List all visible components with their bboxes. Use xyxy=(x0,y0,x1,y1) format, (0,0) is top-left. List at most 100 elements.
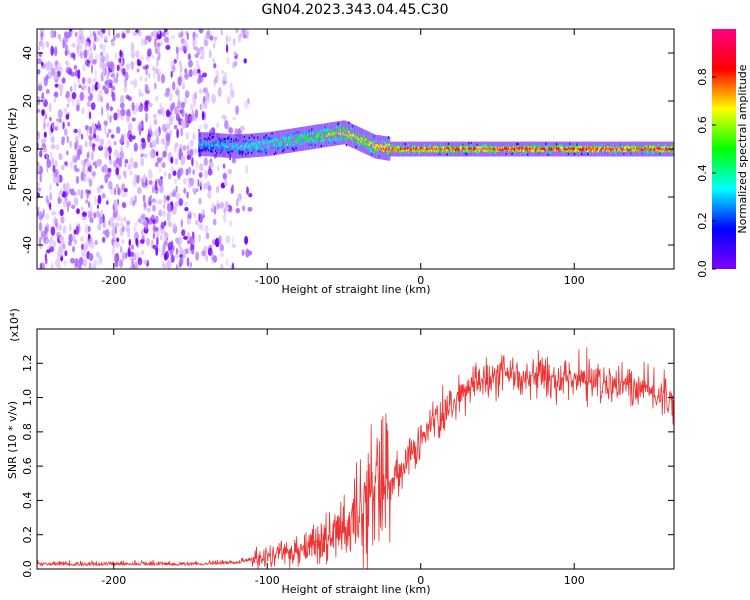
spectrogram-ridge-cell xyxy=(542,150,544,153)
spectrogram-noise-blob xyxy=(159,235,163,241)
spectrogram-noise-blob xyxy=(45,41,50,48)
spectrogram-noise-blob xyxy=(178,60,182,68)
spectrogram-noise-blob xyxy=(191,109,194,118)
spectrogram-ridge-cell xyxy=(389,148,391,151)
spectrogram-noise-blob xyxy=(220,263,224,269)
spectrogram-noise-blob xyxy=(145,180,148,186)
spectrogram-noise-blob xyxy=(55,144,60,151)
spectrogram-ridge-cell xyxy=(657,151,660,154)
spectrogram-ridge-cell xyxy=(607,146,609,149)
spectrogram-ridge-cell xyxy=(365,138,367,141)
spectrogram-ridge-cell xyxy=(566,146,568,149)
spectrogram-ridge-cell xyxy=(300,134,302,137)
spectrogram-ridge-halo xyxy=(260,132,262,157)
spectrogram-noise-blob xyxy=(194,46,198,51)
spectrogram-ridge-halo xyxy=(270,131,272,156)
spectrogram-ridge-cell xyxy=(581,152,583,155)
spectrogram-ridge-cell xyxy=(655,146,657,149)
spectrogram-noise-blob xyxy=(107,71,110,77)
spectrogram-noise-blob xyxy=(189,103,194,110)
spectrogram-noise-blob xyxy=(236,198,239,207)
spectrogram-noise-blob xyxy=(174,158,179,165)
spectrogram-noise-blob xyxy=(79,91,85,101)
spectrogram-ridge-cell xyxy=(373,140,375,143)
spectrogram-noise-blob xyxy=(176,52,179,61)
spectrogram-ridge-cell xyxy=(422,147,424,150)
spectrogram-ridge-cell xyxy=(200,143,202,146)
spectrogram-ridge-halo xyxy=(387,136,390,161)
spectrogram-ridge-cell xyxy=(377,148,379,151)
spectrogram-noise-blob xyxy=(140,229,144,236)
spectrogram-noise-blob xyxy=(86,101,91,108)
spectrogram-noise-blob xyxy=(131,196,135,202)
spectrogram-ridge-cell xyxy=(225,145,228,148)
spectrogram-ridge-cell xyxy=(471,150,474,153)
spectrogram-noise-blob xyxy=(205,92,208,102)
spectrogram-noise-blob xyxy=(60,235,64,241)
spectrogram-ridge-cell xyxy=(293,148,295,151)
spectrogram-noise-blob xyxy=(147,133,151,143)
spectrogram-ridge-cell xyxy=(336,130,338,133)
spectrogram-noise-blob xyxy=(71,92,77,100)
spectrogram-ridge-halo xyxy=(369,132,372,157)
spectrogram-ridge-cell xyxy=(419,148,421,151)
spectrogram-ridge-cell xyxy=(606,146,608,149)
spectrogram-ridge-cell xyxy=(529,145,531,148)
spectrogram-ridge-cell xyxy=(403,149,405,152)
spectrogram-noise-blob xyxy=(164,240,168,246)
spectrogram-ridge-cell xyxy=(263,136,265,139)
spectrogram-ridge-cell xyxy=(389,142,391,145)
spectrogram-ridge-cell xyxy=(215,149,217,152)
spectrogram-noise-blob xyxy=(153,114,156,119)
spectrogram-noise-blob xyxy=(117,174,122,180)
spectrogram-noise-blob xyxy=(94,240,98,246)
spectrogram-noise-blob xyxy=(184,120,187,127)
spectrogram-ridge-cell xyxy=(270,137,272,140)
spectrogram-noise-blob xyxy=(203,123,209,130)
spectrogram-noise-blob xyxy=(197,179,200,187)
spectrogram-ridge-cell xyxy=(426,147,428,150)
spectrogram-ridge-cell xyxy=(561,146,564,149)
spectrogram-ridge-cell xyxy=(465,153,468,156)
spectrogram-ridge-cell xyxy=(309,138,312,141)
spectrogram-ridge-cell xyxy=(471,145,474,148)
spectrogram-ridge-cell xyxy=(667,147,669,150)
spectrogram-ridge-cell xyxy=(593,149,595,152)
spectrogram-ridge-cell xyxy=(411,150,414,153)
spectrogram-ridge-cell xyxy=(273,144,276,147)
spectrogram-noise-blob xyxy=(176,128,179,139)
spectrogram-ridge-cell xyxy=(425,147,427,150)
spectrogram-noise-blob xyxy=(233,51,237,56)
spectrogram-ridge-cell xyxy=(492,148,494,151)
spectrogram-ridge-cell xyxy=(264,148,266,151)
spectrogram-ridge-cell xyxy=(612,147,614,151)
spectrogram-ridge-cell xyxy=(576,143,578,146)
spectrogram-ridge-cell xyxy=(427,150,429,153)
spectrogram-noise-blob xyxy=(238,32,244,39)
spectrogram-noise-blob xyxy=(75,175,80,184)
spectrogram-ridge-cell xyxy=(476,146,478,149)
spectrogram-noise-blob xyxy=(198,88,203,95)
spectrogram-ridge-cell xyxy=(210,145,212,148)
spectrogram-noise-blob xyxy=(167,241,173,251)
spectrogram-noise-blob xyxy=(231,262,235,269)
spectrogram-ridge-cell xyxy=(259,141,261,144)
spectrogram-ridge-cell xyxy=(198,146,200,149)
spectrogram-noise-blob xyxy=(168,172,172,180)
spectrogram-ridge-cell xyxy=(271,139,273,142)
spectrogram-noise-blob xyxy=(106,111,109,121)
spectrogram-ridge-halo xyxy=(479,141,481,157)
spectrogram-ridge-cell xyxy=(317,132,319,135)
spectrogram-ridge-cell xyxy=(446,147,448,150)
spectrogram-noise-blob xyxy=(208,49,212,59)
spectrogram-noise-blob xyxy=(102,230,107,235)
spectrogram-noise-blob xyxy=(172,101,176,110)
spectrogram-ridge-halo xyxy=(519,141,522,157)
spectrogram-ridge-halo xyxy=(482,141,484,157)
spectrogram-noise-blob xyxy=(183,177,187,185)
spectrogram-noise-blob xyxy=(96,251,100,258)
spectrogram-ridge-cell xyxy=(275,151,277,154)
spectrogram-ridge-cell xyxy=(206,144,208,147)
spectrogram-noise-blob xyxy=(188,166,192,175)
spectrogram-ridge-cell xyxy=(595,146,597,149)
